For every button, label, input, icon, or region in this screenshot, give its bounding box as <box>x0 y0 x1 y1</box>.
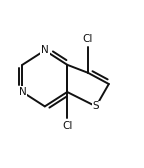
Text: S: S <box>93 101 99 111</box>
Text: N: N <box>41 45 49 55</box>
Text: N: N <box>19 87 26 97</box>
Text: Cl: Cl <box>62 121 72 131</box>
Text: Cl: Cl <box>83 34 93 44</box>
